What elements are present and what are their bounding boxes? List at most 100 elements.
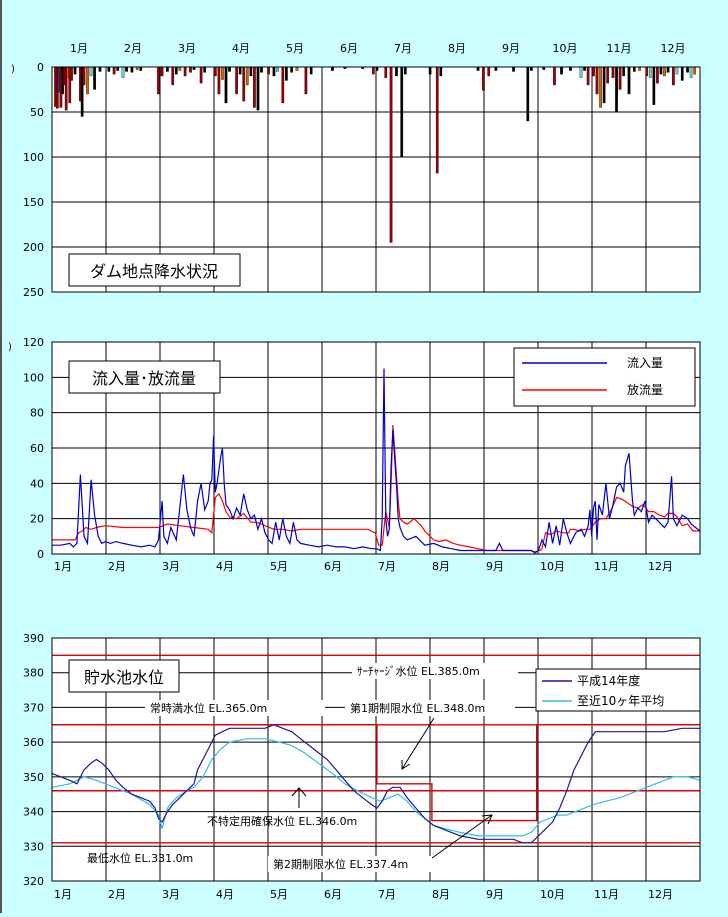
precip-bar <box>221 66 224 80</box>
precip-bar <box>89 66 93 77</box>
flow-month-label: 9月 <box>486 560 504 573</box>
precip-bar <box>199 66 203 84</box>
level-legend: 平成14年度 至近10ヶ年平均 <box>535 668 701 712</box>
precip-bar <box>656 66 659 84</box>
precip-bar <box>331 66 334 71</box>
unspecified-arrowhead <box>291 787 307 797</box>
level-legend-box <box>535 668 701 712</box>
flow-y-tick-label: 60 <box>30 442 44 455</box>
precip-bar <box>295 66 299 71</box>
precip-bar <box>579 66 583 78</box>
level-y-tick-label: 350 <box>23 771 44 784</box>
inflow-line <box>52 368 701 553</box>
precip-bar <box>235 66 238 95</box>
precip-bar <box>606 66 610 84</box>
level-month-label: 11月 <box>594 888 619 901</box>
level-plot-border <box>51 637 701 882</box>
level-title-box <box>68 659 180 693</box>
precip-bar <box>482 66 485 91</box>
level-title: 貯水池水位 <box>84 668 164 687</box>
precip-title: ダム地点降水状況 <box>90 262 218 281</box>
level-y-tick-label: 340 <box>23 806 44 819</box>
precip-y-tick-label: 0 <box>37 61 44 74</box>
flow-plot-border <box>51 341 701 555</box>
precip-bar <box>428 66 432 75</box>
precip-bar <box>618 66 622 90</box>
precip-bar <box>389 66 393 243</box>
precip-bar <box>512 66 515 72</box>
level-month-label: 8月 <box>432 888 450 901</box>
precip-month-label: 5月 <box>286 42 304 55</box>
flow-y-ticks: 0 20 40 60 80 100 120 <box>23 336 44 561</box>
level-month-label: 4月 <box>216 888 234 901</box>
precip-bar <box>476 66 480 71</box>
precip-bar <box>526 66 530 122</box>
annotation-surcharge: ｻｰﾁｬｰｼﾞ水位 EL.385.0m <box>357 664 480 678</box>
precip-title-box <box>68 253 241 287</box>
precip-bar <box>592 66 595 77</box>
precip-bar <box>652 66 656 105</box>
precip-bar <box>224 66 228 104</box>
flow-legend-box <box>513 347 696 407</box>
flow-y-tick-label: 20 <box>30 513 44 526</box>
precip-month-label: 9月 <box>502 42 520 55</box>
precip-bar <box>228 66 231 72</box>
precip-month-label: 4月 <box>232 42 250 55</box>
legend-current-label: 平成14年度 <box>577 673 640 688</box>
flow-unit-fragment: ) <box>8 342 12 353</box>
precip-bar <box>659 66 663 75</box>
precip-bar <box>586 66 590 86</box>
precip-bar <box>309 66 313 75</box>
precip-bar <box>130 66 134 73</box>
precip-bar <box>217 66 221 95</box>
level-y-tick-label: 370 <box>23 701 44 714</box>
precip-bar <box>494 66 498 71</box>
precip-bar <box>238 66 242 75</box>
level-chart: 320 330 340 350 360 370 380 390 1月 2月 3月 4月 5月 6月 7月 8… <box>23 632 701 901</box>
level-y-tick-label: 320 <box>23 875 44 888</box>
annotation-minimum: 最低水位 EL.331.0m <box>87 851 193 865</box>
level-month-labels: 1月 2月 3月 4月 5月 6月 7月 8月 9月 10月 11月 12月 <box>54 888 673 901</box>
annotation-limit1: 第1期制限水位 EL.348.0m <box>350 701 485 715</box>
precip-y-tick-label: 100 <box>23 151 44 164</box>
precip-month-label: 2月 <box>124 42 142 55</box>
flow-month-label: 6月 <box>324 560 342 573</box>
level-y-tick-label: 330 <box>23 840 44 853</box>
precip-bar <box>632 66 636 72</box>
flow-month-label: 11月 <box>594 560 619 573</box>
precip-bar <box>249 66 253 77</box>
flow-y-tick-label: 40 <box>30 477 44 490</box>
precip-bar <box>93 66 96 90</box>
precip-bar <box>439 66 443 77</box>
flow-title: 流入量･放流量 <box>92 369 196 388</box>
legend-outflow-label: 放流量 <box>627 382 663 397</box>
level-month-label: 1月 <box>54 888 72 901</box>
precip-bar <box>171 66 175 86</box>
flow-month-label: 8月 <box>432 560 450 573</box>
precip-month-label: 10月 <box>553 42 578 55</box>
level-y-tick-label: 390 <box>23 632 44 645</box>
precip-bar <box>395 66 398 77</box>
surcharge-label-bg <box>352 663 518 679</box>
level-y-tick-label: 380 <box>23 667 44 680</box>
precip-bar <box>86 66 89 95</box>
precip-bar <box>686 66 689 73</box>
precip-month-label: 7月 <box>394 42 412 55</box>
precip-bar <box>599 66 602 108</box>
precip-bar <box>276 66 279 72</box>
limit1-pointer <box>401 717 435 770</box>
precip-y-tick-label: 50 <box>30 106 44 119</box>
precip-bar <box>98 66 102 72</box>
flow-month-label: 1月 <box>54 560 72 573</box>
level-y-ticks: 320 330 340 350 360 370 380 390 <box>23 632 44 888</box>
precip-bar <box>82 66 86 86</box>
precip-bar <box>371 66 375 75</box>
precip-bar <box>569 66 572 71</box>
precip-bar <box>242 66 246 102</box>
precip-chart: 1月 2月 3月 4月 5月 6月 7月 8月 9月 10月 11月 12月 0 50 100 150 200… <box>11 42 701 299</box>
limit1-label-bg <box>345 700 515 716</box>
precip-bar <box>260 66 263 73</box>
precip-bar <box>689 66 693 78</box>
precip-bar <box>680 66 684 81</box>
